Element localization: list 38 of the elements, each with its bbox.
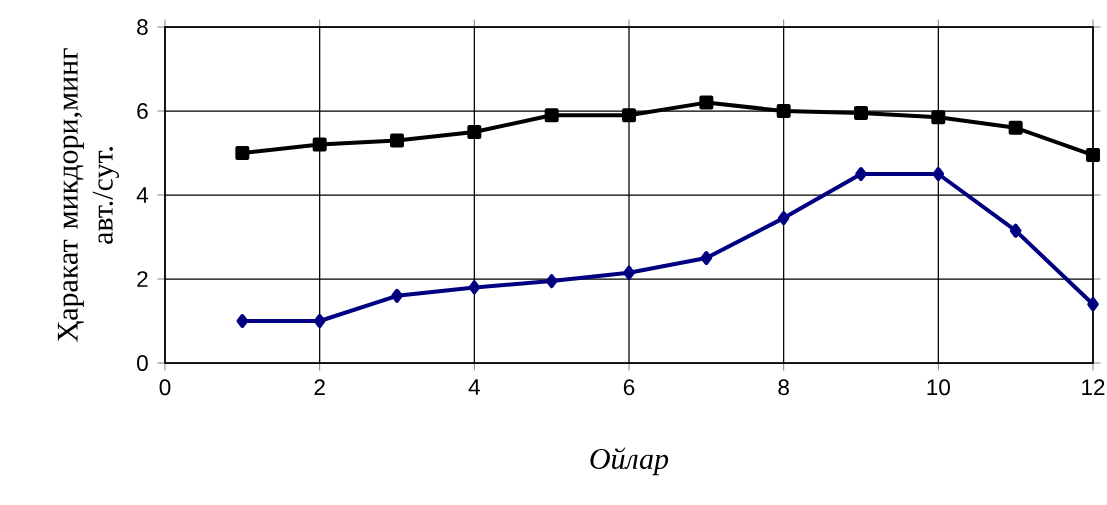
y-tick-label: 8: [137, 19, 148, 35]
point: [545, 274, 558, 289]
point: [1087, 297, 1099, 312]
y-axis-title: Ҳаракат микдори,минг авт./сут.: [57, 48, 119, 342]
y-tick-label: 2: [137, 271, 148, 287]
x-axis-title: Ойлар: [590, 447, 669, 476]
x-tick-label: 0: [159, 379, 171, 396]
point: [312, 137, 327, 152]
x-tick-label: 10: [927, 379, 950, 396]
point: [621, 108, 636, 123]
point: [544, 108, 559, 123]
point: [1009, 223, 1022, 238]
point: [1008, 120, 1023, 135]
point: [932, 167, 945, 181]
x-tick-label: 12: [1082, 379, 1105, 396]
point: [235, 146, 250, 161]
point: [931, 110, 946, 125]
point: [699, 95, 714, 110]
x-tick-label: 8: [778, 379, 789, 396]
point: [313, 314, 326, 329]
y-tick-label: 4: [136, 187, 148, 203]
point: [777, 211, 790, 226]
point: [390, 133, 404, 148]
y-tick-label: 0: [137, 355, 148, 371]
point: [623, 265, 635, 280]
x-tick-label: 2: [314, 379, 325, 396]
point: [468, 280, 481, 295]
point: [236, 314, 249, 329]
point: [391, 288, 403, 303]
y-tick-label: 6: [137, 103, 148, 119]
point: [855, 167, 867, 181]
point: [1085, 148, 1100, 163]
point: [700, 251, 713, 266]
x-tick-label: 4: [468, 379, 480, 395]
point: [776, 104, 791, 119]
point: [467, 125, 482, 140]
point: [854, 106, 868, 121]
x-tick-label: 6: [623, 379, 635, 396]
